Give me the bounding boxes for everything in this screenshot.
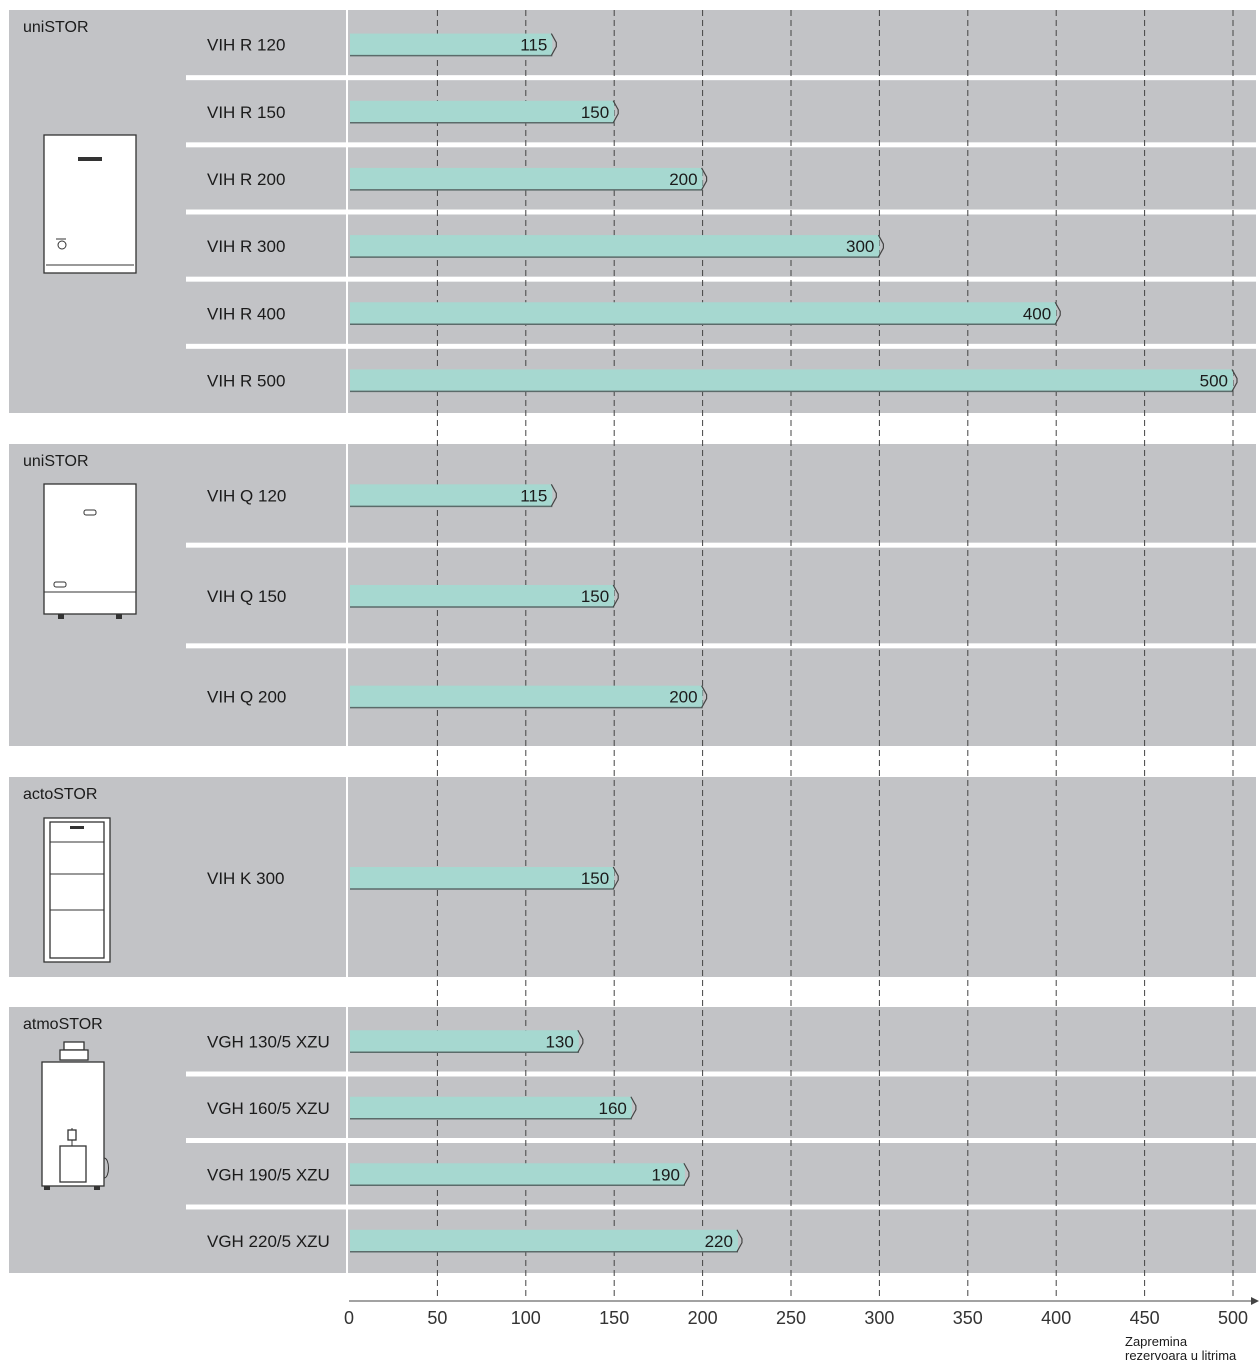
value-label: 160 — [599, 1099, 627, 1118]
value-label: 150 — [581, 587, 609, 606]
bar-arrow — [577, 1029, 584, 1053]
model-label: VIH Q 120 — [207, 486, 286, 505]
bar-arrow — [612, 584, 619, 608]
model-label: VIH R 120 — [207, 36, 285, 55]
actostor-icon — [43, 817, 111, 963]
row-separator — [186, 1204, 1256, 1210]
bar — [350, 167, 703, 190]
bar-arrow — [683, 1162, 690, 1186]
group-label: actoSTOR — [23, 786, 97, 803]
bar — [350, 1096, 632, 1119]
unistor-vih-r-icon — [43, 134, 137, 274]
bar — [350, 235, 880, 258]
model-label: VIH R 150 — [207, 103, 285, 122]
group-label: uniSTOR — [23, 19, 89, 36]
bar-arrow — [630, 1096, 637, 1120]
atmostor-icon — [41, 1041, 109, 1190]
row-separator — [186, 643, 1256, 649]
model-label: VIH K 300 — [207, 869, 285, 888]
row-separator — [186, 1071, 1256, 1077]
x-axis-title: rezervoara u litrima — [1125, 1348, 1237, 1363]
bar — [350, 369, 1233, 392]
bar — [350, 1030, 579, 1053]
row-separator — [186, 343, 1256, 349]
value-label: 150 — [581, 103, 609, 122]
x-tick-label: 350 — [953, 1308, 983, 1328]
model-label: VIH R 300 — [207, 237, 285, 256]
model-label: VGH 190/5 XZU — [207, 1165, 330, 1184]
bar-arrow — [877, 234, 884, 258]
value-label: 400 — [1023, 304, 1051, 323]
bar-arrow — [550, 484, 557, 507]
x-tick-label: 250 — [776, 1308, 806, 1328]
value-label: 115 — [520, 486, 547, 505]
row-separator — [186, 75, 1256, 81]
bar-arrow — [701, 685, 708, 708]
column-divider — [346, 444, 348, 746]
model-label: VIH R 200 — [207, 170, 285, 189]
model-label: VGH 220/5 XZU — [207, 1232, 330, 1251]
value-label: 220 — [705, 1232, 733, 1251]
bar — [350, 484, 553, 507]
x-tick-label: 50 — [427, 1308, 447, 1328]
x-tick-label: 400 — [1041, 1308, 1071, 1328]
model-label: VIH R 400 — [207, 304, 285, 323]
x-tick-label: 450 — [1130, 1308, 1160, 1328]
value-label: 200 — [669, 688, 697, 707]
x-tick-label: 150 — [599, 1308, 629, 1328]
bar — [350, 100, 615, 123]
x-tick-label: 500 — [1218, 1308, 1248, 1328]
unistor-vih-q-icon — [43, 483, 137, 619]
x-tick-label: 0 — [344, 1308, 354, 1328]
bar-arrow — [550, 33, 557, 56]
row-separator — [186, 1138, 1256, 1143]
model-label: VGH 160/5 XZU — [207, 1099, 330, 1118]
bar-arrow — [701, 167, 708, 191]
model-label: VIH R 500 — [207, 371, 285, 390]
value-label: 190 — [652, 1165, 680, 1184]
bar — [350, 1229, 738, 1252]
bar — [350, 585, 615, 607]
bar — [350, 33, 553, 56]
bar-arrow — [736, 1229, 743, 1253]
bar — [350, 685, 703, 708]
model-label: VIH Q 200 — [207, 688, 286, 707]
bar-arrow — [612, 866, 619, 890]
group-background — [9, 777, 1256, 977]
value-label: 115 — [520, 36, 547, 55]
row-separator — [186, 142, 1256, 148]
value-label: 130 — [545, 1032, 573, 1051]
model-label: VGH 130/5 XZU — [207, 1032, 330, 1051]
bar — [350, 302, 1057, 325]
row-separator — [186, 542, 1256, 548]
x-tick-label: 200 — [688, 1308, 718, 1328]
model-label: VIH Q 150 — [207, 587, 286, 606]
group-label: atmoSTOR — [23, 1016, 103, 1033]
column-divider — [346, 777, 348, 977]
value-label: 200 — [669, 170, 697, 189]
group-label: uniSTOR — [23, 453, 89, 470]
row-separator — [186, 276, 1256, 282]
row-separator — [186, 209, 1256, 215]
x-axis-arrow — [1251, 1297, 1259, 1305]
bar-arrow — [1054, 301, 1061, 325]
bar — [350, 1163, 685, 1186]
value-label: 300 — [846, 237, 874, 256]
x-tick-label: 100 — [511, 1308, 541, 1328]
bar-arrow — [612, 100, 619, 124]
value-label: 500 — [1200, 371, 1228, 390]
value-label: 150 — [581, 869, 609, 888]
x-tick-label: 300 — [864, 1308, 894, 1328]
x-axis-title: Zapremina — [1125, 1334, 1188, 1349]
bar-arrow — [1231, 369, 1238, 392]
bar — [350, 867, 615, 889]
